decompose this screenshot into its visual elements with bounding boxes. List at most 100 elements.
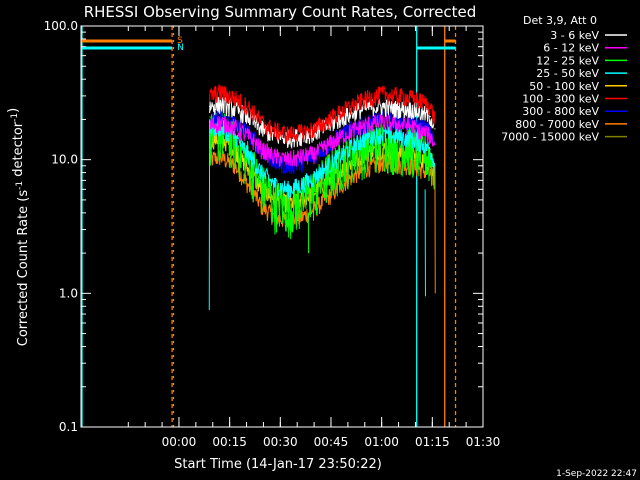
data-point	[395, 135, 398, 137]
data-point	[314, 208, 316, 210]
data-point	[368, 105, 370, 108]
data-point	[382, 133, 384, 135]
data-point	[233, 139, 235, 141]
data-point	[328, 118, 330, 121]
data-point	[429, 105, 431, 108]
data-point	[301, 184, 303, 186]
data-point	[395, 108, 398, 110]
data-point	[395, 141, 398, 143]
data-point	[209, 95, 211, 97]
data-point	[368, 150, 370, 153]
data-point	[382, 121, 384, 124]
series-trace	[209, 84, 436, 144]
data-point	[233, 97, 235, 99]
data-point	[247, 105, 249, 108]
data-point	[355, 110, 357, 112]
data-point	[220, 115, 222, 118]
generation-timestamp: 1-Sep-2022 22:47	[556, 469, 637, 479]
legend-label: 25 - 50 keV	[536, 67, 599, 80]
x-tick-label: 00:15	[212, 435, 247, 449]
data-point	[429, 148, 431, 150]
data-point	[409, 165, 411, 167]
data-point	[314, 153, 316, 155]
data-point	[301, 156, 303, 158]
data-point	[301, 199, 303, 201]
legend-label: 7000 - 15000 keV	[501, 131, 599, 144]
data-point	[355, 173, 357, 175]
data-point	[260, 148, 262, 150]
data-point	[409, 108, 411, 110]
data-point	[382, 105, 384, 108]
data-point	[220, 103, 222, 105]
data-point	[395, 95, 398, 97]
y-tick-label: 10.0	[51, 153, 78, 167]
data-point	[274, 184, 276, 186]
x-tick-label: 01:15	[415, 435, 450, 449]
data-point	[409, 137, 411, 139]
flag-label-N: N	[177, 43, 184, 53]
series-trace	[209, 113, 436, 167]
data-point	[409, 124, 411, 127]
data-point	[247, 115, 249, 118]
data-point	[233, 135, 235, 137]
data-point	[287, 188, 289, 190]
data-point	[247, 168, 249, 170]
data-point	[233, 108, 235, 110]
flag-label-S: S	[177, 36, 183, 46]
data-point	[341, 135, 343, 137]
data-point	[220, 121, 222, 124]
legend-label: 300 - 800 keV	[522, 105, 599, 118]
data-point	[247, 153, 249, 155]
data-point	[314, 175, 316, 177]
data-point	[287, 159, 289, 161]
data-point	[247, 135, 249, 137]
data-point	[368, 135, 370, 137]
series-trace	[209, 108, 435, 175]
data-point	[260, 128, 262, 130]
x-tick-label: 01:30	[466, 435, 501, 449]
data-point	[274, 156, 276, 158]
data-point	[355, 143, 357, 146]
series-trace	[209, 110, 436, 240]
data-point	[355, 103, 357, 105]
legend-header: Det 3,9, Att 0	[523, 14, 597, 27]
x-axis-label: Start Time (14-Jan-17 23:50:22)	[174, 457, 382, 472]
data-point	[247, 184, 249, 186]
data-point	[301, 135, 303, 137]
data-point	[422, 113, 425, 115]
data-point	[355, 128, 357, 130]
data-point	[314, 188, 316, 190]
y-tick-label: 1.0	[59, 286, 78, 300]
data-point	[434, 118, 436, 121]
data-point	[395, 120, 398, 122]
x-tick-label: 01:00	[364, 435, 399, 449]
data-point	[328, 195, 330, 198]
data-point	[260, 172, 262, 174]
data-point	[287, 205, 289, 207]
data-point	[209, 105, 211, 108]
legend-label: 100 - 300 keV	[522, 93, 599, 106]
data-point	[341, 153, 343, 155]
data-point	[422, 143, 425, 146]
data-point	[274, 162, 276, 164]
y-axis-label: Corrected Count Rate (s-1 detector-1)	[6, 108, 31, 346]
data-point	[422, 101, 425, 103]
x-tick-label: 00:30	[263, 435, 298, 449]
data-point	[220, 91, 222, 93]
data-point	[409, 97, 411, 99]
data-point	[260, 184, 262, 186]
data-point	[429, 135, 431, 137]
series-trace	[209, 119, 436, 200]
data-point	[429, 173, 431, 175]
plot-frame	[80, 25, 484, 428]
x-tick-label: 00:45	[314, 435, 349, 449]
series-100-300-kev	[209, 84, 436, 144]
y-tick-label: 0.1	[59, 420, 78, 434]
data-point	[434, 143, 436, 146]
data-point	[260, 121, 262, 124]
data-point	[247, 159, 249, 161]
legend-label: 12 - 25 keV	[536, 54, 599, 67]
legend-label: 3 - 6 keV	[550, 29, 599, 42]
legend-label: 50 - 100 keV	[529, 80, 599, 93]
data-point	[422, 131, 425, 133]
